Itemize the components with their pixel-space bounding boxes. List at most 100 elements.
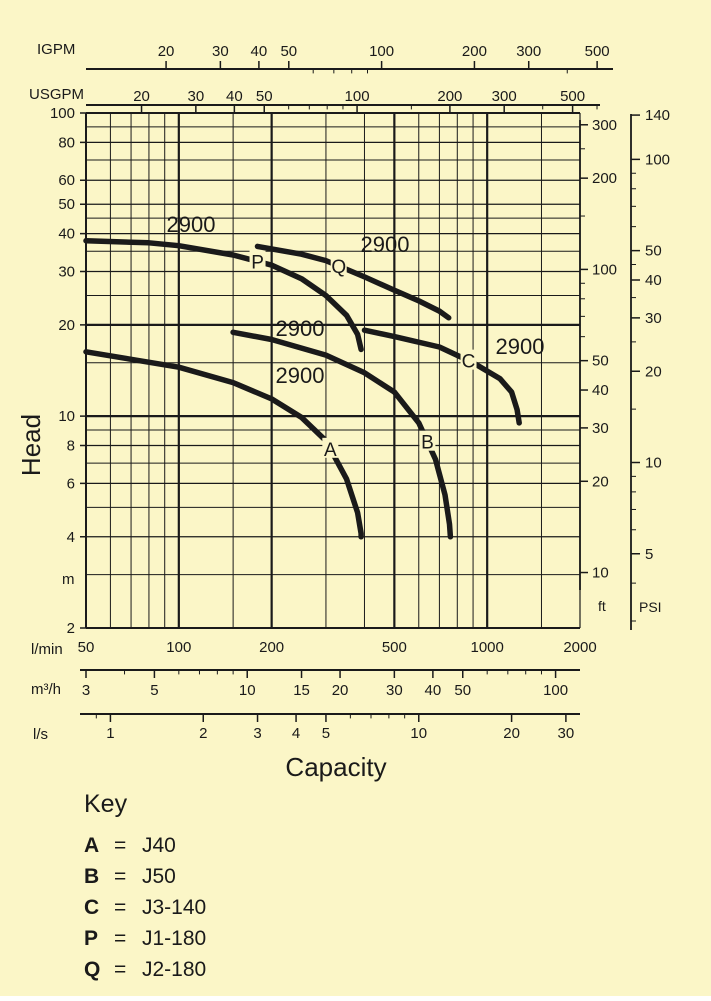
usgpm-tick-label: 500 [560,88,585,105]
usgpm-label: USGPM [29,86,84,103]
igpm-tick-label: 200 [462,43,487,60]
key-equals: = [114,865,126,888]
x-axis-title: Capacity [285,752,386,782]
psi-tick-label: 10 [645,455,662,472]
ls-tick-label: 10 [410,725,427,742]
key-item: P = J1-180 [84,927,206,950]
grid-lines [86,113,580,628]
igpm-tick-label: 50 [280,43,297,60]
m3h-tick-label: 50 [454,682,471,699]
curve-p [83,237,364,353]
ls-tick-label: 1 [106,725,114,742]
y-tick-label: 30 [58,263,75,280]
igpm-tick-label: 40 [251,43,268,60]
key-letter: A [84,834,99,857]
psi-tick-label: 100 [645,151,670,168]
key-equals: = [114,896,126,919]
ft-tick-label: 300 [592,117,617,134]
y-tick-label: 50 [58,196,75,213]
key-item: B = J50 [84,865,176,888]
y-tick-label: 10 [58,408,75,425]
psi-tick-label: 30 [645,310,662,327]
curve-label-bg [460,349,477,370]
y-axis-title: Head [16,414,46,476]
curve-letter-q: Q [331,257,346,278]
x-tick-label: 100 [166,639,191,656]
key-model: J2-180 [142,958,206,981]
igpm-tick-label: 30 [212,43,229,60]
key-equals: = [114,958,126,981]
speed-label-p: 2900 [167,212,216,237]
key-item: A = J40 [84,834,176,857]
m3h-tick-label: 3 [82,682,90,699]
speed-label-a: 2900 [276,363,325,388]
m3h-label: m³/h [31,681,61,698]
key-equals: = [114,834,126,857]
m3h-tick-label: 30 [386,682,403,699]
igpm-tick-label: 100 [369,43,394,60]
curve-label-bg [330,254,347,275]
key-list: A = J40 B = J50 C = J3-140 P = J1-180 Q = J2-180 [84,834,206,981]
key-item: C = J3-140 [84,896,206,919]
x-tick-label: 200 [259,639,284,656]
psi-tick-label: 40 [645,272,662,289]
ls-tick-label: 2 [199,725,207,742]
ft-label: ft [598,598,606,614]
igpm-label: IGPM [37,41,75,58]
m3h-tick-label: 20 [332,682,349,699]
ft-tick-label: 200 [592,170,617,187]
y-tick-label: 20 [58,317,75,334]
ft-tick-label: 100 [592,261,617,278]
curve-label-bg [322,437,339,458]
ls-tick-label: 20 [503,725,520,742]
ls-tick-label: 5 [322,725,330,742]
ls-tick-label: 4 [292,725,300,742]
curve-letter-p: P [251,252,264,273]
key-equals: = [114,927,126,950]
ft-tick-label: 10 [592,565,609,582]
x-unit-label: l/min [31,641,63,658]
m3h-tick-label: 5 [150,682,158,699]
usgpm-tick-label: 20 [133,88,150,105]
usgpm-tick-label: 40 [226,88,243,105]
curve-c [361,327,522,426]
igpm-tick-label: 20 [158,43,175,60]
usgpm-tick-label: 300 [492,88,517,105]
curve-letter-b: B [421,433,434,454]
key-model: J40 [142,834,176,857]
key-letter: B [84,865,99,888]
speed-label-c: 2900 [496,334,545,359]
key-model: J3-140 [142,896,206,919]
key-letter: Q [84,958,100,981]
curves: A 2900 B 2900 C 2900 P 2900 Q 2900 [83,212,545,540]
curve-b [230,329,454,540]
y-tick-label: 40 [58,226,75,243]
psi-tick-label: 140 [645,107,670,124]
y-tick-label: 60 [58,172,75,189]
m3h-tick-label: 100 [543,682,568,699]
usgpm-tick-label: 100 [345,88,370,105]
ls-label: l/s [33,726,48,743]
speed-label-q: 2900 [361,232,410,257]
psi-tick-label: 5 [645,546,653,563]
key-letter: C [84,896,99,919]
curve-label-bg [249,250,266,271]
curve-a [83,349,364,540]
curve-label-bg [419,430,436,451]
psi-tick-label: 20 [645,363,662,380]
y-tick-label: 6 [67,475,75,492]
y-tick-label: 80 [58,134,75,151]
key-model: J1-180 [142,927,206,950]
usgpm-tick-label: 50 [256,88,273,105]
m3h-tick-label: 15 [293,682,310,699]
igpm-tick-label: 500 [585,43,610,60]
y-tick-label: 100 [50,105,75,122]
key-model: J50 [142,865,176,888]
m3h-tick-label: 10 [239,682,256,699]
y-tick-label: 8 [67,438,75,455]
y-tick-label: 4 [67,529,75,546]
psi-tick-label: 50 [645,243,662,260]
curve-letter-a: A [324,440,337,461]
